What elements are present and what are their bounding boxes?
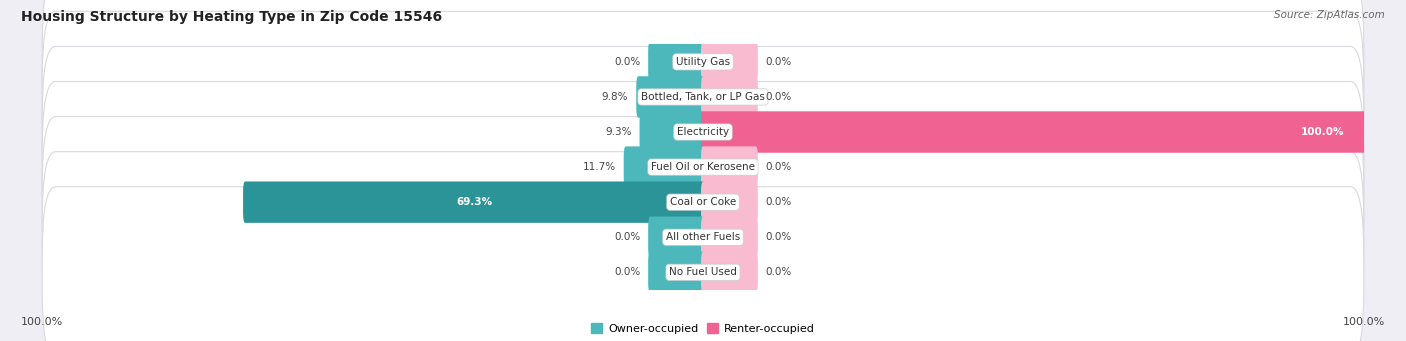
FancyBboxPatch shape xyxy=(702,146,758,188)
Text: 9.8%: 9.8% xyxy=(602,92,628,102)
FancyBboxPatch shape xyxy=(702,252,758,293)
Text: 0.0%: 0.0% xyxy=(614,267,640,277)
Legend: Owner-occupied, Renter-occupied: Owner-occupied, Renter-occupied xyxy=(586,319,820,338)
Text: Housing Structure by Heating Type in Zip Code 15546: Housing Structure by Heating Type in Zip… xyxy=(21,10,443,24)
Text: 0.0%: 0.0% xyxy=(766,92,792,102)
FancyBboxPatch shape xyxy=(42,0,1364,147)
FancyBboxPatch shape xyxy=(624,146,704,188)
Text: 69.3%: 69.3% xyxy=(456,197,492,207)
Text: 0.0%: 0.0% xyxy=(766,197,792,207)
FancyBboxPatch shape xyxy=(640,111,704,153)
FancyBboxPatch shape xyxy=(42,46,1364,218)
Text: 11.7%: 11.7% xyxy=(582,162,616,172)
FancyBboxPatch shape xyxy=(42,81,1364,253)
FancyBboxPatch shape xyxy=(648,252,704,293)
FancyBboxPatch shape xyxy=(702,111,1365,153)
Text: 100.0%: 100.0% xyxy=(21,317,63,327)
Text: Bottled, Tank, or LP Gas: Bottled, Tank, or LP Gas xyxy=(641,92,765,102)
FancyBboxPatch shape xyxy=(648,41,704,83)
Text: 0.0%: 0.0% xyxy=(614,57,640,67)
FancyBboxPatch shape xyxy=(702,217,758,258)
Text: 0.0%: 0.0% xyxy=(766,162,792,172)
Text: 100.0%: 100.0% xyxy=(1343,317,1385,327)
FancyBboxPatch shape xyxy=(243,181,704,223)
FancyBboxPatch shape xyxy=(648,217,704,258)
FancyBboxPatch shape xyxy=(42,11,1364,182)
Text: 0.0%: 0.0% xyxy=(766,57,792,67)
Text: No Fuel Used: No Fuel Used xyxy=(669,267,737,277)
FancyBboxPatch shape xyxy=(42,152,1364,323)
Text: All other Fuels: All other Fuels xyxy=(666,232,740,242)
Text: 0.0%: 0.0% xyxy=(766,267,792,277)
Text: Coal or Coke: Coal or Coke xyxy=(669,197,737,207)
FancyBboxPatch shape xyxy=(702,41,758,83)
Text: Fuel Oil or Kerosene: Fuel Oil or Kerosene xyxy=(651,162,755,172)
Text: Utility Gas: Utility Gas xyxy=(676,57,730,67)
Text: Electricity: Electricity xyxy=(676,127,730,137)
FancyBboxPatch shape xyxy=(637,76,704,118)
FancyBboxPatch shape xyxy=(702,181,758,223)
Text: 0.0%: 0.0% xyxy=(614,232,640,242)
Text: 100.0%: 100.0% xyxy=(1301,127,1344,137)
Text: 9.3%: 9.3% xyxy=(605,127,631,137)
FancyBboxPatch shape xyxy=(42,187,1364,341)
Text: 0.0%: 0.0% xyxy=(766,232,792,242)
FancyBboxPatch shape xyxy=(42,117,1364,288)
Text: Source: ZipAtlas.com: Source: ZipAtlas.com xyxy=(1274,10,1385,20)
FancyBboxPatch shape xyxy=(702,76,758,118)
